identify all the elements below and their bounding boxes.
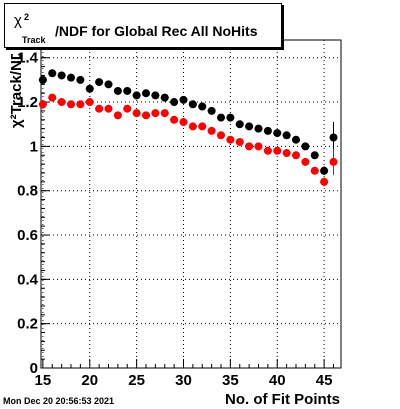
- data-point: [113, 111, 122, 120]
- data-point: [235, 120, 244, 129]
- data-point: [282, 149, 291, 158]
- data-point: [263, 146, 272, 155]
- chi-symbol: χ: [14, 12, 22, 29]
- grid: [41, 40, 341, 369]
- data-point: [245, 122, 254, 131]
- data-point: [301, 157, 310, 166]
- data-point: [273, 146, 282, 155]
- chi-superscript: 2: [24, 12, 30, 22]
- x-tick-label: 35: [222, 372, 239, 389]
- data-point: [132, 91, 141, 100]
- data-points: [38, 69, 338, 187]
- data-point: [179, 95, 188, 104]
- data-point: [57, 98, 66, 107]
- x-axis-label: No. of Fit Points: [225, 391, 340, 408]
- date-stamp: Mon Dec 20 20:56:53 2021: [3, 396, 115, 406]
- track-subscript: Track: [22, 35, 46, 45]
- data-point: [254, 124, 263, 133]
- data-point: [48, 69, 57, 78]
- x-tick-label: 15: [35, 372, 52, 389]
- data-point: [76, 75, 85, 84]
- data-point: [57, 71, 66, 80]
- data-point: [95, 78, 104, 87]
- data-point: [104, 80, 113, 89]
- y-tick-label: 0.8: [17, 183, 38, 200]
- data-point: [329, 157, 338, 166]
- data-point: [113, 86, 122, 95]
- data-point: [170, 115, 179, 124]
- data-point: [38, 100, 47, 109]
- data-point: [123, 86, 132, 95]
- data-point: [320, 166, 329, 175]
- data-point: [207, 106, 216, 115]
- y-tick-label: 0.6: [17, 227, 38, 244]
- y-tick-label: 0.4: [17, 271, 39, 288]
- data-point: [329, 133, 338, 142]
- y-axis-label: χ²Track/ND: [8, 54, 25, 128]
- data-point: [198, 122, 207, 131]
- data-point: [151, 91, 160, 100]
- data-point: [38, 75, 47, 84]
- data-point: [170, 98, 179, 107]
- data-point: [217, 131, 225, 140]
- data-point: [198, 102, 207, 111]
- axis-ticks: 15 20 25 30 35 40 45 0 0.2 0.4 0.6 0.8 1 1.2 1.4: [17, 39, 334, 389]
- data-point: [67, 100, 75, 109]
- data-point: [188, 122, 197, 131]
- y-tick-label: 1.2: [17, 94, 38, 111]
- data-point: [310, 151, 319, 160]
- data-point: [104, 104, 113, 113]
- chart-title: /NDF for Global Rec All NoHits: [55, 23, 258, 39]
- data-point: [85, 98, 94, 107]
- x-tick-label: 20: [81, 372, 98, 389]
- data-point: [85, 84, 94, 93]
- data-point: [67, 73, 75, 82]
- y-tick-label: 1: [30, 138, 38, 155]
- x-tick-label: 30: [175, 372, 192, 389]
- data-point: [282, 131, 291, 140]
- y-tick-label: 0.2: [17, 316, 38, 333]
- data-point: [207, 126, 216, 135]
- x-tick-label: 25: [128, 372, 145, 389]
- y-tick-label: 1.4: [17, 50, 39, 67]
- data-point: [263, 126, 272, 135]
- data-point: [76, 100, 85, 109]
- data-point: [179, 118, 188, 126]
- data-point: [160, 93, 169, 102]
- chart-title-box: χ 2 Track /NDF for Global Rec All NoHits: [4, 3, 282, 48]
- data-point: [226, 135, 235, 144]
- data-point: [142, 111, 150, 120]
- x-tick-label: 40: [269, 372, 286, 389]
- data-point: [254, 142, 263, 151]
- data-point: [292, 151, 300, 160]
- data-point: [95, 104, 104, 113]
- data-point: [301, 142, 310, 151]
- y-axis-label-text: χ²Track/ND: [8, 54, 25, 128]
- data-point: [217, 113, 225, 122]
- x-tick-label: 45: [316, 372, 333, 389]
- data-point: [123, 104, 132, 113]
- data-point: [235, 137, 244, 146]
- data-point: [273, 129, 282, 138]
- data-point: [292, 135, 300, 144]
- data-point: [151, 109, 160, 118]
- data-point: [160, 109, 169, 118]
- data-point: [48, 93, 57, 102]
- data-point: [132, 109, 141, 118]
- data-point: [142, 89, 150, 98]
- data-point: [188, 100, 197, 109]
- data-point: [245, 142, 254, 151]
- data-point: [320, 177, 329, 186]
- data-point: [226, 113, 235, 122]
- data-point: [310, 166, 319, 175]
- y-tick-label: 0: [30, 360, 38, 377]
